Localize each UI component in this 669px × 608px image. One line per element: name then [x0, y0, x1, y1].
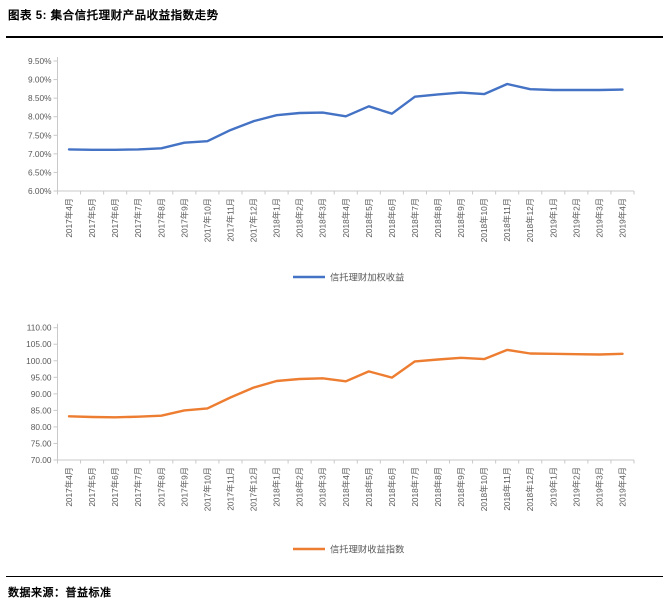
- y-axis-tick-label: 75.00: [31, 438, 52, 448]
- x-axis-tick-label: 2018年1月: [272, 198, 282, 238]
- x-axis-tick-label: 2018年9月: [456, 467, 466, 507]
- y-axis-tick-label: 9.00%: [28, 75, 52, 85]
- x-axis-tick-label: 2018年8月: [433, 198, 443, 238]
- x-axis-tick-label: 2017年11月: [225, 198, 235, 242]
- x-axis-tick-label: 2017年6月: [110, 467, 120, 507]
- x-axis-tick-label: 2017年6月: [110, 198, 120, 238]
- x-axis-tick-label: 2019年2月: [571, 198, 581, 238]
- x-axis-tick-label: 2019年1月: [548, 467, 558, 507]
- x-axis-tick-label: 2017年4月: [64, 198, 74, 238]
- x-axis-tick-label: 2019年4月: [617, 467, 627, 507]
- x-axis-tick-label: 2017年8月: [156, 198, 166, 238]
- x-axis-tick-label: 2019年1月: [548, 198, 558, 238]
- y-axis-tick-label: 9.50%: [28, 56, 52, 66]
- x-axis-tick-label: 2017年12月: [249, 467, 259, 511]
- x-axis-tick-label: 2018年11月: [502, 198, 512, 242]
- y-axis-tick-label: 100.00: [26, 356, 52, 366]
- x-axis-tick-label: 2018年7月: [410, 467, 420, 507]
- x-axis-tick-label: 2018年8月: [433, 467, 443, 507]
- y-axis-tick-label: 6.50%: [28, 167, 52, 177]
- figure-title: 图表 5: 集合信托理财产品收益指数走势: [8, 10, 219, 22]
- series-line: [67, 82, 624, 152]
- x-axis-tick-label: 2018年6月: [387, 198, 397, 238]
- x-axis-tick-label: 2017年4月: [64, 467, 74, 507]
- y-axis-tick-label: 7.00%: [28, 149, 52, 159]
- series-line: [67, 348, 624, 419]
- y-axis-tick-label: 7.50%: [28, 130, 52, 140]
- x-axis-tick-label: 2019年3月: [594, 198, 604, 238]
- x-axis-tick-label: 2017年11月: [225, 467, 235, 511]
- y-axis-tick-label: 70.00: [31, 455, 52, 465]
- x-axis-tick-label: 2017年10月: [202, 198, 212, 242]
- x-axis-tick-label: 2017年12月: [249, 198, 259, 242]
- y-axis-tick-label: 105.00: [26, 339, 52, 349]
- data-source-note: 数据来源：普益标准: [8, 587, 112, 599]
- x-axis-tick-label: 2018年4月: [341, 467, 351, 507]
- legend-label: 信托理财收益指数: [330, 543, 405, 554]
- x-axis-tick-label: 2018年4月: [341, 198, 351, 238]
- x-axis-tick-label: 2018年2月: [295, 198, 305, 238]
- y-axis-tick-label: 110.00: [27, 323, 52, 333]
- x-axis-tick-label: 2017年5月: [87, 198, 97, 238]
- x-axis-tick-label: 2018年1月: [272, 467, 282, 507]
- footer-divider-line: [6, 576, 663, 577]
- x-axis-tick-label: 2018年3月: [318, 467, 328, 507]
- legend-label: 信托理财加权收益: [330, 271, 404, 282]
- x-axis-tick-label: 2017年7月: [133, 467, 143, 507]
- x-axis-tick-label: 2018年5月: [364, 467, 374, 507]
- x-axis-tick-label: 2018年5月: [364, 198, 374, 238]
- title-divider-line: [6, 36, 663, 38]
- x-axis-tick-label: 2018年11月: [502, 467, 512, 511]
- x-axis-tick-label: 2017年8月: [156, 467, 166, 507]
- x-axis-tick-label: 2018年6月: [387, 467, 397, 507]
- trust-yield-index-line-chart: 110.00 105.00 100.00 95.00 90.00 85.00 80.00 75…: [26, 323, 635, 554]
- y-axis-tick-label: 6.00%: [28, 186, 52, 196]
- x-axis-tick-label: 2017年5月: [87, 467, 97, 507]
- y-axis-tick-label: 8.50%: [28, 93, 52, 103]
- y-axis-tick-label: 85.00: [31, 405, 52, 415]
- x-axis-tick-label: 2019年2月: [571, 467, 581, 507]
- x-axis-tick-label: 2018年9月: [456, 198, 466, 238]
- y-axis-tick-label: 80.00: [31, 422, 52, 432]
- x-axis-tick-label: 2018年10月: [479, 467, 489, 511]
- x-axis-tick-label: 2018年12月: [525, 198, 535, 242]
- x-axis-tick-label: 2017年9月: [179, 198, 189, 238]
- x-axis-tick-label: 2017年10月: [202, 467, 212, 511]
- x-axis-tick-label: 2017年7月: [133, 198, 143, 238]
- x-axis-tick-label: 2018年3月: [318, 198, 328, 238]
- trust-weighted-yield-line-chart: 9.50% 9.00% 8.50% 8.00% 7.50% 7.00% 6.50% 6.00%…: [28, 56, 635, 282]
- y-axis-tick-label: 95.00: [31, 372, 52, 382]
- x-axis-tick-label: 2019年3月: [594, 467, 604, 507]
- y-axis-tick-label: 90.00: [31, 389, 52, 399]
- x-axis-tick-label: 2018年2月: [295, 467, 305, 507]
- x-axis-tick-label: 2017年9月: [179, 467, 189, 507]
- x-axis-tick-label: 2018年7月: [410, 198, 420, 238]
- y-axis-tick-label: 8.00%: [28, 112, 52, 122]
- x-axis-tick-label: 2019年4月: [617, 198, 627, 238]
- x-axis-tick-label: 2018年12月: [525, 467, 535, 511]
- x-axis-tick-label: 2018年10月: [479, 198, 489, 242]
